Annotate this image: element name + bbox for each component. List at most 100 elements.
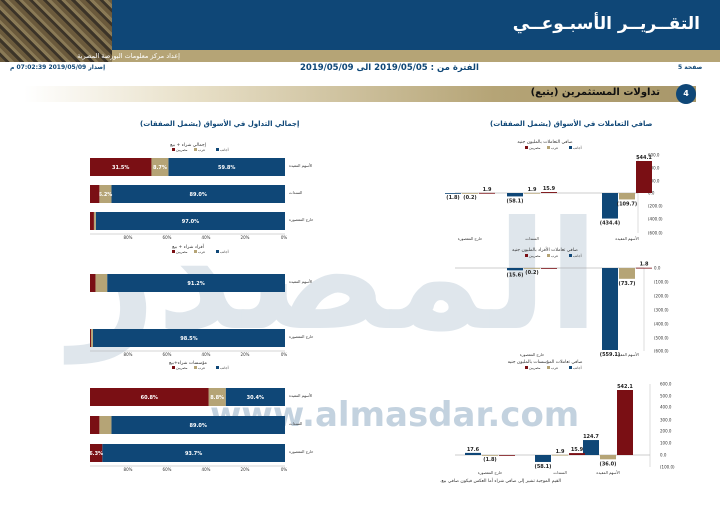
right-panel-0-title: صافي التعاملات بالمليون جنيه [517, 140, 572, 145]
left-cat-label: الأسهم المقيدة [289, 279, 312, 284]
left-bar-2-1-2 [90, 416, 100, 434]
right-bar-label: 1.8 [640, 262, 649, 268]
left-bar-label: 8.8% [210, 395, 224, 401]
right-panel-1-legend-label: مصريين [529, 254, 541, 258]
right-panel-2-legend-label: عرب [551, 366, 558, 370]
right-bar-1-1-2 [541, 268, 557, 269]
left-bar-0-0-2 [90, 158, 152, 176]
section-bar [24, 86, 696, 102]
right-bar-label: (58.1) [535, 464, 552, 470]
left-xtick: 80% [124, 352, 133, 357]
right-bar-label: (36.0) [600, 461, 617, 467]
left-cat-label: خارج المقصورة [289, 217, 314, 222]
right-bar-1-0-2 [636, 267, 652, 269]
left-bar-1-0-0 [107, 274, 285, 292]
left-bar-0-1-2 [90, 185, 100, 203]
right-bar-label: 1.9 [528, 187, 537, 193]
right-ytick: (400.0) [648, 217, 663, 222]
left-xtick: 80% [124, 467, 133, 472]
left-xtick: 0% [281, 467, 288, 472]
right-bar-label: 15.9 [543, 186, 556, 192]
right-panel-0-legend-label: مصريين [529, 146, 541, 150]
page-label: صفحة 5 [678, 64, 703, 71]
right-ytick: (600.0) [648, 231, 663, 236]
right-bar-0-0-1 [619, 193, 635, 200]
right-cat-label: السندات [525, 236, 538, 241]
left-bar-0-0-0 [168, 158, 285, 176]
right-bar-1-0-1 [619, 268, 635, 279]
right-ytick: (300.0) [654, 308, 669, 313]
left-xtick: 60% [163, 467, 172, 472]
right-panel-0-legend-label: أجانب [573, 145, 582, 150]
right-panel-1-title: صافي تعاملات الأفراد بالمليون جنيه [512, 246, 578, 253]
left-panel-0-legend-swatch [172, 148, 175, 151]
left-cat-label: السندات [289, 190, 302, 195]
right-bar-label: (15.6) [507, 272, 524, 278]
right-cat-label: السندات [553, 470, 566, 475]
right-panel-1-legend-swatch [525, 254, 528, 257]
right-ytick: 0.0 [660, 453, 667, 458]
left-bar-label: 97.0% [182, 219, 199, 225]
right-bar-2-0-1 [600, 455, 616, 460]
right-bar-label: (559.1) [600, 352, 620, 358]
left-panel-0-legend-label: عرب [198, 148, 205, 152]
right-panel-0-legend-swatch [525, 146, 528, 149]
right-bar-label: 17.6 [467, 447, 480, 453]
right-bar-0-0-2 [636, 161, 652, 193]
left-panel-0-legend-swatch [194, 148, 197, 151]
right-ytick: 200.0 [648, 179, 660, 184]
header-subtitle-bar: إعداد مركز معلومات البورصة المصرية [77, 50, 720, 62]
left-bar-2-2-2 [90, 444, 103, 462]
right-ytick: (600.0) [654, 349, 669, 354]
left-cat-label: الأسهم المقيدة [289, 393, 312, 398]
left-xtick: 40% [202, 467, 211, 472]
left-bar-label: 59.8% [218, 165, 235, 171]
left-panel-2-legend-swatch [194, 366, 197, 369]
right-bar-1-1-0 [507, 268, 523, 271]
left-panel-1-legend-label: مصريين [176, 250, 188, 254]
right-panel-1-legend-swatch [547, 254, 550, 257]
right-ytick: (200.0) [654, 294, 669, 299]
left-bar-1-1-2 [90, 329, 91, 347]
right-cat-label: خارج المقصورة [458, 236, 483, 241]
left-bar-label: 31.5% [112, 165, 129, 171]
report-title: التقــريــر الأسبـوعــي [512, 14, 700, 34]
left-xtick: 20% [241, 235, 250, 240]
left-column-title: إجمالي التداول في الأسواق (يشمل الصفقات) [140, 120, 300, 128]
left-bar-label: 89.0% [190, 423, 207, 429]
right-bar-label: (0.2) [463, 195, 476, 201]
left-bar-label: 98.5% [180, 336, 197, 342]
left-bar-0-0-1 [151, 158, 169, 176]
right-panel-2-legend-swatch [569, 366, 572, 369]
left-cat-label: خارج المقصورة [289, 334, 314, 339]
right-bar-0-1-1 [524, 192, 540, 194]
left-xtick: 80% [124, 235, 133, 240]
left-bar-label: 60.8% [141, 395, 158, 401]
right-bar-0-2-1 [462, 193, 478, 194]
left-panel-1-title: أفراد شراء + بيع [172, 243, 204, 250]
right-bar-2-1-2 [569, 453, 585, 455]
right-panel-2-title: صافي تعاملات المؤسسات بالمليون جنيه [508, 360, 583, 365]
left-bar-2-0-2 [90, 388, 209, 406]
right-ytick: 100.0 [660, 441, 672, 446]
right-ytick: 600.0 [660, 382, 672, 387]
left-xtick: 0% [281, 352, 288, 357]
header-photo [0, 0, 112, 62]
right-bar-2-0-0 [583, 440, 599, 455]
left-cat-label: الأسهم المقيدة [289, 163, 312, 168]
left-xtick: 60% [163, 235, 172, 240]
left-panel-1-legend-swatch [172, 250, 175, 253]
right-ytick: (500.0) [654, 336, 669, 341]
left-panel-0-legend-label: مصريين [176, 148, 188, 152]
right-bar-2-2-1 [482, 455, 498, 456]
right-panel-1-legend-swatch [569, 254, 572, 257]
right-column-title: صافي التعاملات في الأسواق (يشمل الصفقات) [490, 120, 653, 128]
right-cat-label: الأسهم المقيدة [615, 236, 638, 241]
left-bar-2-2-0 [102, 444, 285, 462]
left-xtick: 0% [281, 235, 288, 240]
right-panel-0-legend-swatch [547, 146, 550, 149]
right-panel-1-legend-label: أجانب [573, 253, 582, 258]
left-panel-0-legend-label: أجانب [220, 147, 229, 152]
left-bar-label: 6.3% [89, 451, 103, 457]
